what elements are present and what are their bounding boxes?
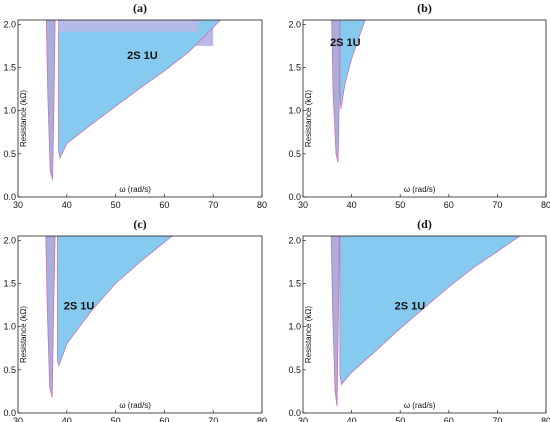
x-axis-label: ω (rad/s) — [119, 185, 151, 194]
y-axis-label: Resistance (kΩ) — [19, 306, 28, 363]
x-tick-label: 30 — [13, 200, 23, 210]
x-tick-label: 70 — [492, 200, 502, 210]
x-tick-label: 40 — [347, 416, 357, 422]
x-tick-label: 50 — [395, 200, 405, 210]
y-axis-label: Resistance (kΩ) — [304, 306, 313, 363]
y-tick-label: 1.5 — [288, 62, 301, 72]
chart-panel-3: (c) 30 40 50 60 70 80 0.0 0.5 1.0 1.5 2.0 ω (rad/s) R… — [3, 217, 267, 422]
x-tick-label: 60 — [444, 416, 454, 422]
x-tick-label: 80 — [541, 416, 550, 422]
y-tick-label: 1.0 — [288, 322, 301, 332]
panel-title: (b) — [417, 1, 432, 15]
y-tick-label: 0.0 — [288, 192, 301, 202]
panel-title: (a) — [133, 1, 147, 15]
x-tick-label: 30 — [298, 416, 308, 422]
y-tick-label: 2.0 — [288, 19, 301, 29]
x-tick-label: 80 — [541, 200, 550, 210]
chart-panel-2: (b) 30 40 50 60 70 80 0.0 0.5 1.0 1.5 2.0 ω (rad/s) R… — [288, 1, 550, 210]
y-tick-label: 1.0 — [3, 106, 16, 116]
x-tick-label: 50 — [111, 416, 121, 422]
plot-frame — [17, 235, 263, 414]
y-axis-label: Resistance (kΩ) — [19, 90, 28, 147]
chart-panel-1: (a) 30 40 50 60 70 80 0.0 0.5 1.0 1.5 2.0 ω (rad/s) R… — [3, 1, 267, 210]
y-tick-label: 0.0 — [3, 408, 16, 418]
narrow-band — [331, 20, 341, 163]
plot-frame — [17, 19, 263, 198]
chart-panel-4: (d) 30 40 50 60 70 80 0.0 0.5 1.0 1.5 2.0 ω (rad/s) R… — [288, 217, 550, 422]
x-tick-label: 40 — [62, 416, 72, 422]
x-axis-label: ω (rad/s) — [404, 185, 436, 194]
narrow-band — [330, 236, 340, 407]
plot-area — [45, 20, 222, 180]
plot-frame — [302, 19, 547, 198]
x-tick-label: 30 — [13, 416, 23, 422]
narrow-band — [45, 236, 56, 398]
x-tick-label: 30 — [298, 200, 308, 210]
stability-region — [58, 20, 222, 160]
x-tick-label: 50 — [111, 200, 121, 210]
narrow-band — [45, 20, 56, 180]
region-label: 2S 1U — [127, 50, 158, 62]
highlight-band — [58, 20, 199, 32]
region-label: 2S 1U — [64, 300, 95, 312]
x-tick-label: 60 — [159, 416, 169, 422]
x-tick-label: 70 — [208, 416, 218, 422]
y-tick-label: 1.5 — [3, 62, 16, 72]
x-axis-label: ω (rad/s) — [119, 401, 151, 410]
x-tick-label: 40 — [62, 200, 72, 210]
x-tick-label: 70 — [492, 416, 502, 422]
y-tick-label: 2.0 — [3, 19, 16, 29]
x-tick-label: 40 — [347, 200, 357, 210]
y-tick-label: 0.0 — [288, 408, 301, 418]
stability-region — [339, 20, 366, 109]
y-tick-label: 0.5 — [288, 149, 301, 159]
y-tick-label: 0.5 — [3, 149, 16, 159]
plot-frame — [302, 235, 547, 414]
x-axis-label: ω (rad/s) — [404, 401, 436, 410]
region-label: 2S 1U — [395, 300, 426, 312]
y-tick-label: 1.5 — [288, 278, 301, 288]
x-tick-label: 50 — [395, 416, 405, 422]
x-tick-label: 80 — [257, 200, 267, 210]
y-tick-label: 1.0 — [288, 106, 301, 116]
x-tick-label: 70 — [208, 200, 218, 210]
y-tick-label: 0.5 — [3, 365, 16, 375]
x-tick-label: 60 — [159, 200, 169, 210]
panel-title: (c) — [133, 217, 146, 231]
y-tick-label: 1.0 — [3, 322, 16, 332]
y-tick-label: 1.5 — [3, 278, 16, 288]
plot-area — [45, 236, 173, 398]
y-tick-label: 0.0 — [3, 192, 16, 202]
y-tick-label: 2.0 — [288, 235, 301, 245]
x-tick-label: 80 — [257, 416, 267, 422]
panel-title: (d) — [417, 217, 432, 231]
y-tick-label: 2.0 — [3, 235, 16, 245]
stability-region — [57, 236, 173, 367]
plot-area — [331, 20, 366, 163]
x-tick-label: 60 — [444, 200, 454, 210]
y-axis-label: Resistance (kΩ) — [304, 90, 313, 147]
stability-region — [339, 236, 521, 386]
y-tick-label: 0.5 — [288, 365, 301, 375]
plot-area — [330, 236, 521, 407]
region-label: 2S 1U — [330, 37, 361, 49]
